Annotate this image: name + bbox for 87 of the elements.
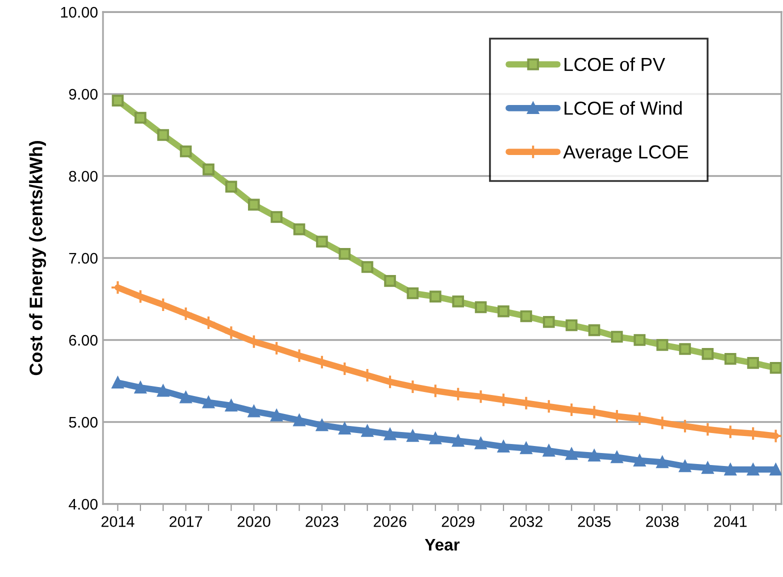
point [724,464,736,476]
y-axis-title: Cost of Energy (cents/kWh) [29,141,46,376]
point [679,343,691,355]
point [498,440,510,453]
x-tick-label: 2017 [170,516,202,528]
x-tick-label: 2038 [646,516,679,528]
y-tick-label: 8.00 [69,170,98,182]
point [224,325,238,340]
point [430,290,442,302]
point [180,145,192,158]
point [542,444,555,457]
point [702,462,714,474]
y-tick-label: 10.00 [61,6,98,18]
point [452,296,464,308]
point [474,301,487,314]
point [611,330,623,343]
point [566,448,578,460]
point [112,376,124,389]
point [384,428,396,440]
point [770,362,782,374]
x-axis-title: Year [424,538,460,551]
point [202,164,214,176]
point [747,357,759,369]
x-tick-label: 2035 [578,516,611,528]
x-tick-label: 2023 [306,516,338,528]
point [656,456,668,468]
legend-label: Average LCOE [563,145,688,162]
point [452,434,464,447]
point [293,414,306,426]
point [634,454,646,466]
y-tick-label: 7.00 [69,252,98,264]
point [406,287,419,300]
point [588,450,600,462]
point [134,112,146,124]
point [157,129,170,141]
x-tick-label: 2020 [238,516,270,528]
point [520,310,532,322]
point [588,324,600,336]
point [679,460,691,472]
point [611,451,623,464]
x-tick-label: 2029 [442,516,474,528]
point [156,297,170,312]
y-tick-label: 6.00 [69,334,98,346]
point [180,391,192,404]
point [520,442,532,454]
point [225,180,238,193]
point [202,396,214,408]
point [361,425,374,437]
point [225,400,238,412]
x-tick-label: 2026 [374,516,406,528]
point [270,410,282,422]
point [770,464,782,476]
point [724,352,736,365]
legend-label: LCOE of Wind [564,101,682,115]
point [178,306,194,322]
y-tick-label: 5.00 [69,416,98,428]
point [406,430,419,442]
legend-label: LCOE of PV [564,57,666,72]
point [656,339,668,351]
point [293,223,306,236]
point [316,236,328,248]
point [201,315,216,330]
point [361,261,374,273]
point [248,198,260,211]
point [747,464,759,476]
point [270,211,282,223]
y-tick-label: 4.00 [68,498,98,510]
point [474,437,487,450]
point [112,94,124,106]
point [384,275,396,287]
point [702,348,714,360]
point [566,319,578,332]
x-tick-label: 2014 [102,516,134,528]
x-tick-label: 2041 [714,516,747,528]
point [110,280,126,295]
point [338,248,351,260]
point [542,316,555,328]
point [498,305,510,318]
x-tick-label: 2032 [510,516,542,528]
point [634,334,646,346]
point [316,419,328,432]
point [157,384,170,397]
y-tick-label: 9.00 [69,88,98,100]
point [134,382,146,394]
point [430,432,442,444]
point [248,405,260,418]
point [338,422,351,434]
